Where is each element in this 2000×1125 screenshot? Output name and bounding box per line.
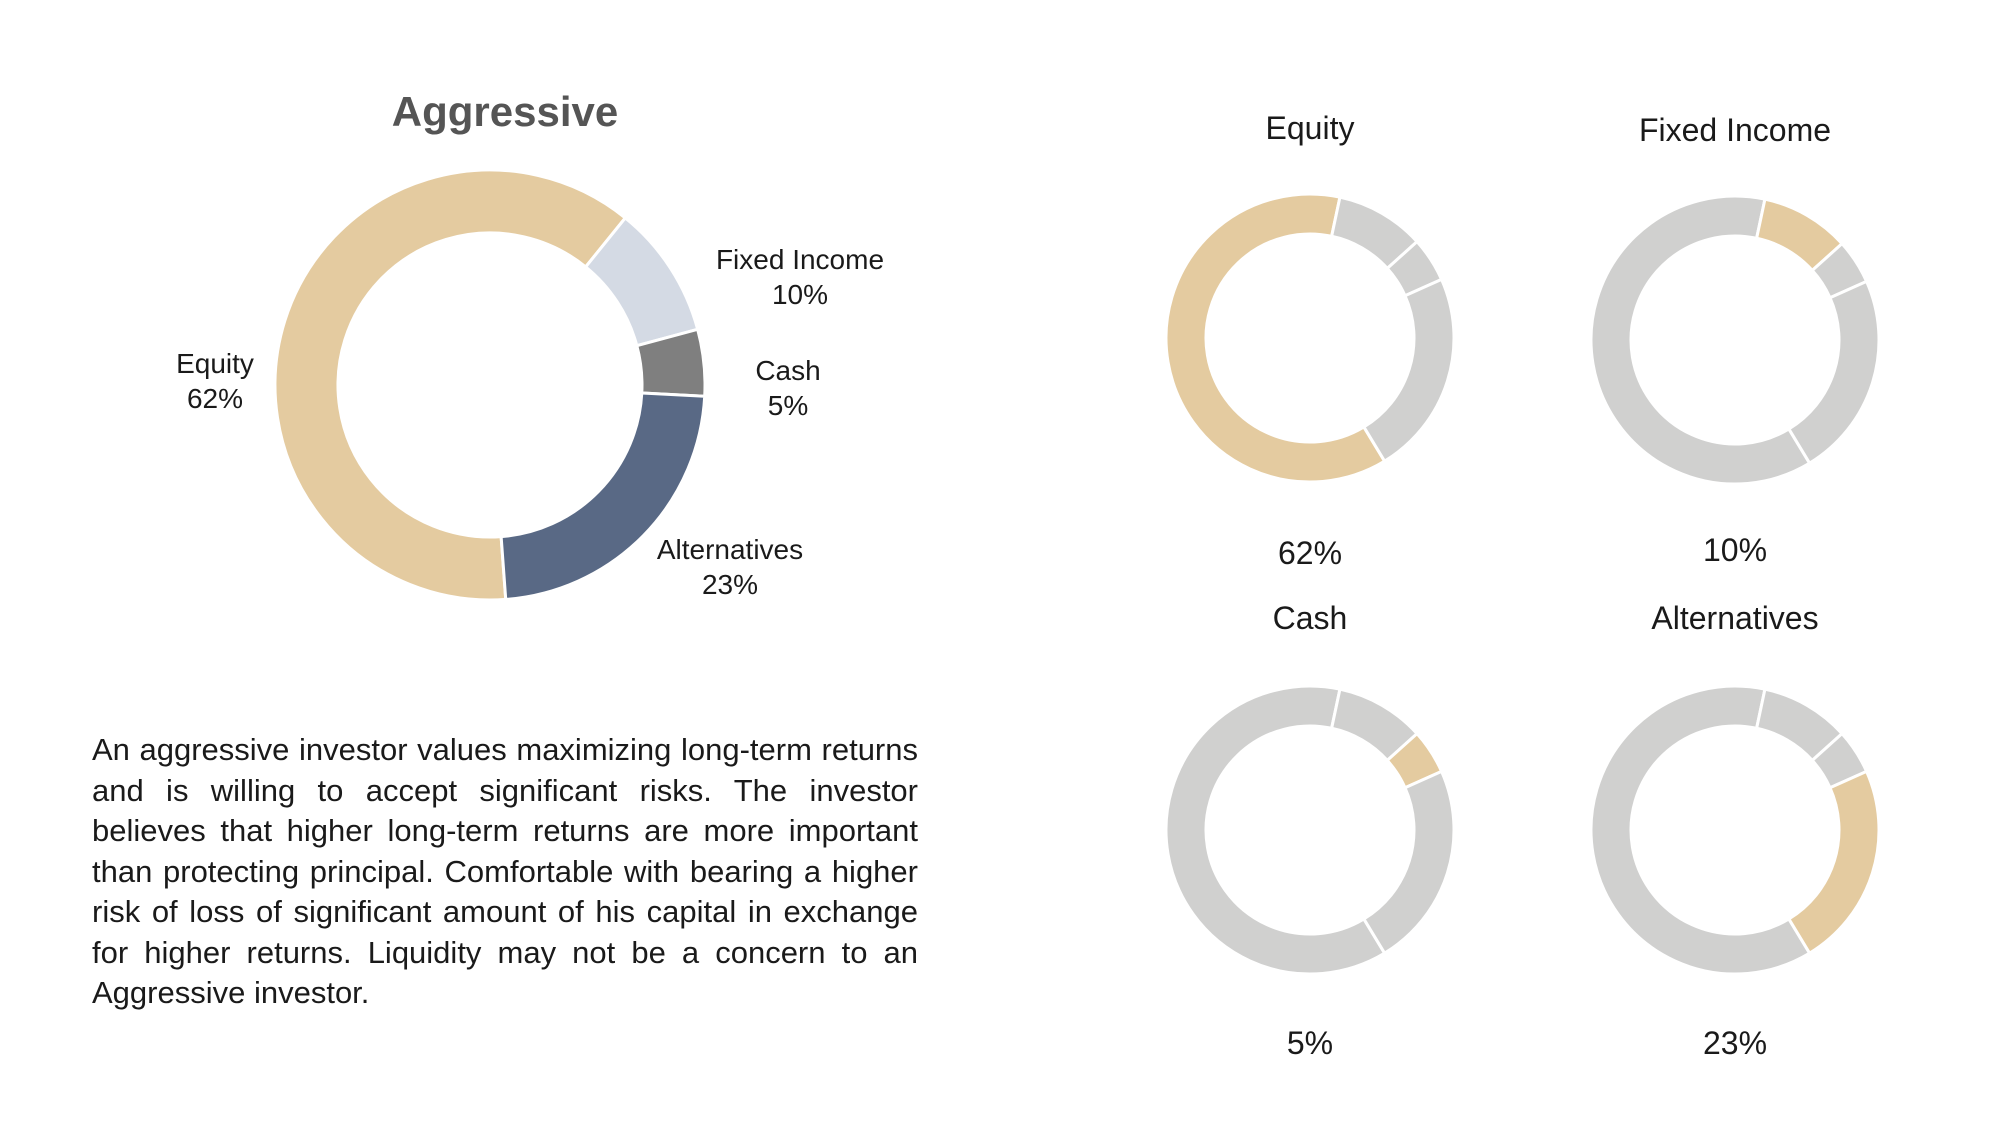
slice-label-alternatives-value: 23% <box>701 569 759 600</box>
slice-label-alternatives-name: Alternatives <box>656 534 804 565</box>
mini-slice-highlight-alternatives <box>1786 769 1881 956</box>
mini-slice-equity <box>1164 684 1387 976</box>
mini-chart-title-cash: Cash <box>1272 600 1348 636</box>
slice-label-equity-value: 62% <box>186 383 244 414</box>
donut-slice-equity <box>273 168 628 602</box>
mini-slice-alternatives <box>1786 279 1881 466</box>
mini-slice-alternatives <box>1361 277 1456 464</box>
mini-donut-alternatives <box>1589 684 1881 976</box>
mini-chart-value-cash: 5% <box>1286 1025 1334 1061</box>
slice-label-cash-name: Cash <box>755 355 821 386</box>
mini-chart-value-equity: 62% <box>1277 535 1343 571</box>
mini-donut-equity <box>1164 192 1456 484</box>
slice-label-fixed-income-name: Fixed Income <box>715 244 885 275</box>
slice-label-alternatives: Alternatives 23% <box>610 532 850 602</box>
mini-slice-equity <box>1589 194 1812 486</box>
mini-slice-equity <box>1589 684 1812 976</box>
slice-label-fixed-income: Fixed Income 10% <box>680 242 920 312</box>
mini-chart-title-equity: Equity <box>1265 110 1355 146</box>
slice-label-cash-value: 5% <box>767 390 809 421</box>
mini-slice-alternatives <box>1361 769 1456 956</box>
slice-label-cash: Cash 5% <box>668 353 908 423</box>
mini-slice-highlight-equity <box>1164 192 1387 484</box>
slice-label-equity: Equity 62% <box>95 346 335 416</box>
investor-description: An aggressive investor values maximizing… <box>92 732 918 1010</box>
mini-donut-fixed-income <box>1589 194 1881 486</box>
mini-donut-cash <box>1164 684 1456 976</box>
mini-chart-value-alternatives: 23% <box>1702 1025 1768 1061</box>
slice-label-fixed-income-value: 10% <box>771 279 829 310</box>
slice-label-equity-name: Equity <box>176 348 254 379</box>
mini-chart-title-alternatives: Alternatives <box>1651 600 1819 636</box>
main-chart-title: Aggressive <box>391 88 619 135</box>
mini-chart-title-fixed-income: Fixed Income <box>1638 112 1832 148</box>
donut-slice-alternatives <box>499 391 707 602</box>
mini-chart-value-fixed-income: 10% <box>1702 532 1768 568</box>
